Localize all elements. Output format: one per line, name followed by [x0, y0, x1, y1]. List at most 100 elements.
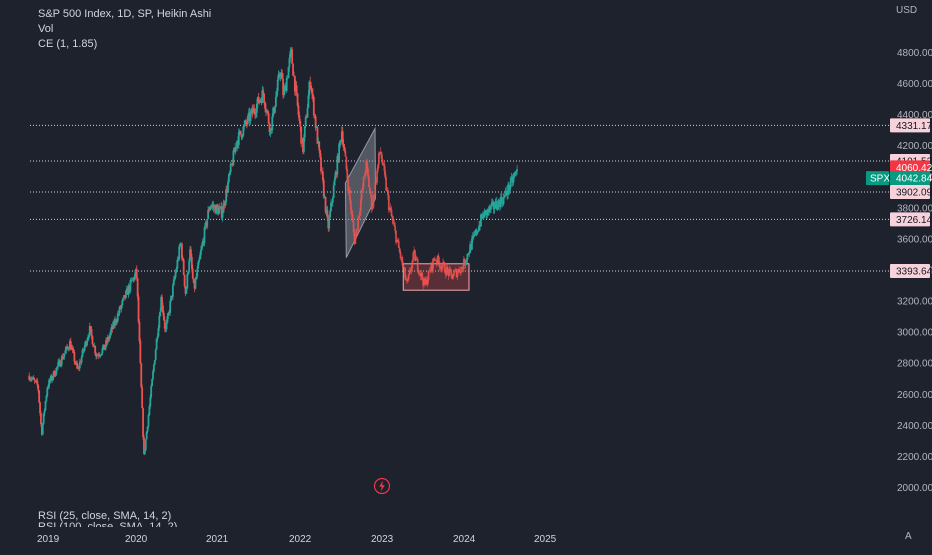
candle-body [405, 280, 408, 281]
candle-body [516, 169, 519, 171]
candle-body [393, 222, 396, 227]
auto-scale-button[interactable]: A [905, 531, 912, 542]
candle-body [31, 377, 34, 379]
candle-body [237, 141, 239, 145]
candle-body [265, 108, 267, 112]
candle-body [412, 252, 415, 261]
currency-label[interactable]: USD [896, 5, 918, 16]
candle-body [186, 273, 189, 289]
candle-body [459, 272, 462, 274]
candle-body [413, 250, 416, 253]
candle-body [495, 201, 498, 208]
candle-body [177, 259, 180, 261]
candle-body [236, 141, 238, 148]
candle-body [139, 341, 142, 364]
candle-body [78, 361, 81, 368]
candle-body [296, 93, 299, 106]
candle-body [235, 147, 238, 148]
candle-body [115, 321, 118, 323]
candle-body [222, 203, 225, 213]
candle-body [134, 268, 137, 274]
candle-body [360, 189, 363, 200]
candle-body [68, 348, 70, 350]
candle-body [471, 238, 473, 250]
rsi-legend-2[interactable]: RSI (100, close, SMA, 14, 2) [38, 521, 178, 527]
candle-body [49, 380, 51, 382]
candle-body [491, 201, 494, 203]
candle-body [68, 341, 71, 349]
candle-body [283, 91, 285, 96]
candle-body [476, 231, 479, 234]
candle-body [408, 270, 411, 275]
rsi-legend[interactable]: RSI (25, close, SMA, 14, 2) [38, 510, 172, 522]
candle-body [373, 195, 376, 197]
candle-body [475, 229, 478, 234]
candle-body [109, 331, 112, 336]
candle-body [106, 337, 109, 343]
candle-body [362, 177, 365, 188]
candle-body [137, 296, 140, 322]
levels [30, 124, 889, 272]
candle-body [62, 356, 65, 360]
candle-body [141, 387, 144, 409]
candle-body [469, 244, 472, 254]
candle-body [218, 207, 221, 210]
candle-body [356, 229, 359, 231]
candle-body [117, 313, 120, 315]
candle-body [96, 355, 98, 357]
candle-body [110, 327, 113, 332]
candle-body [256, 103, 258, 113]
candle-body [226, 189, 228, 193]
candle-body [309, 81, 312, 86]
candle-body [311, 89, 313, 94]
candle-body [415, 258, 418, 260]
candle-body [383, 163, 386, 171]
candle-body [207, 210, 210, 219]
candle-body [164, 328, 167, 330]
candle-body [463, 258, 466, 265]
candle-body [270, 128, 273, 131]
candle-body [477, 230, 480, 232]
candle-body [50, 375, 53, 380]
candle-body [54, 374, 57, 377]
candle-body [343, 147, 346, 152]
symbol-title[interactable]: S&P 500 Index, 1D, SP, Heikin Ashi [38, 8, 212, 20]
candle-body [458, 269, 461, 273]
candle-body [380, 152, 383, 160]
candle-body [493, 208, 496, 210]
candle-body [266, 110, 269, 114]
candle-body [45, 395, 48, 402]
candle-body [37, 385, 40, 391]
candle-body [466, 253, 469, 260]
candle-body [157, 327, 160, 337]
candle-body [75, 362, 78, 364]
candle-body [187, 271, 190, 274]
candle-body [500, 197, 503, 203]
candle-body [262, 90, 265, 94]
candle-body [434, 260, 437, 261]
candle-body [417, 270, 420, 274]
candle-body [361, 187, 364, 190]
candle-body [115, 319, 117, 323]
chandelier-exit-legend[interactable]: CE (1, 1.85) [38, 38, 98, 50]
candle-body [294, 85, 297, 92]
candle-body [120, 305, 123, 309]
candle-body [327, 217, 330, 229]
candle-body [150, 386, 153, 398]
candle-body [267, 113, 270, 124]
lightning-bolt-icon[interactable] [373, 477, 391, 495]
candle-body [480, 214, 483, 219]
volume-legend[interactable]: Vol [38, 23, 54, 35]
price-label-box [890, 184, 930, 199]
candle-body [338, 143, 341, 162]
candle-body [269, 128, 272, 133]
candle-body [481, 213, 484, 219]
candle-body [347, 179, 350, 192]
candle-body [104, 347, 107, 350]
candle-body [142, 408, 144, 438]
candle-body [47, 386, 50, 388]
price-label-text: 3726.14 [896, 215, 932, 226]
candle-body [212, 205, 215, 208]
